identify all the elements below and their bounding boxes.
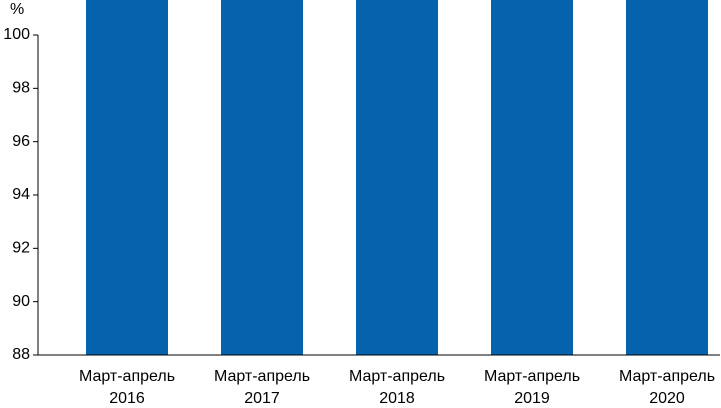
y-tick-label: 92 bbox=[12, 240, 30, 257]
x-tick-label: Март-апрель 2017 bbox=[214, 368, 310, 407]
bar-segment bbox=[86, 0, 168, 355]
bar-segment bbox=[356, 0, 438, 355]
bar-segment bbox=[221, 0, 303, 355]
x-tick-label: Март-апрель 2016 bbox=[79, 368, 175, 407]
bar-segment bbox=[626, 0, 708, 355]
x-tick-label: Март-апрель 2020 bbox=[619, 368, 715, 407]
x-tick-label: Март-апрель 2019 bbox=[484, 368, 580, 407]
y-tick-label: 96 bbox=[12, 133, 30, 150]
y-tick-label: 90 bbox=[12, 293, 30, 310]
y-tick-label: 98 bbox=[12, 80, 30, 97]
y-tick-label: 100 bbox=[3, 26, 30, 43]
y-tick-label: 88 bbox=[12, 346, 30, 363]
y-tick-label: 94 bbox=[12, 186, 30, 203]
y-unit: % bbox=[10, 1, 24, 18]
bar-segment bbox=[491, 0, 573, 355]
x-tick-label: Март-апрель 2018 bbox=[349, 368, 445, 407]
